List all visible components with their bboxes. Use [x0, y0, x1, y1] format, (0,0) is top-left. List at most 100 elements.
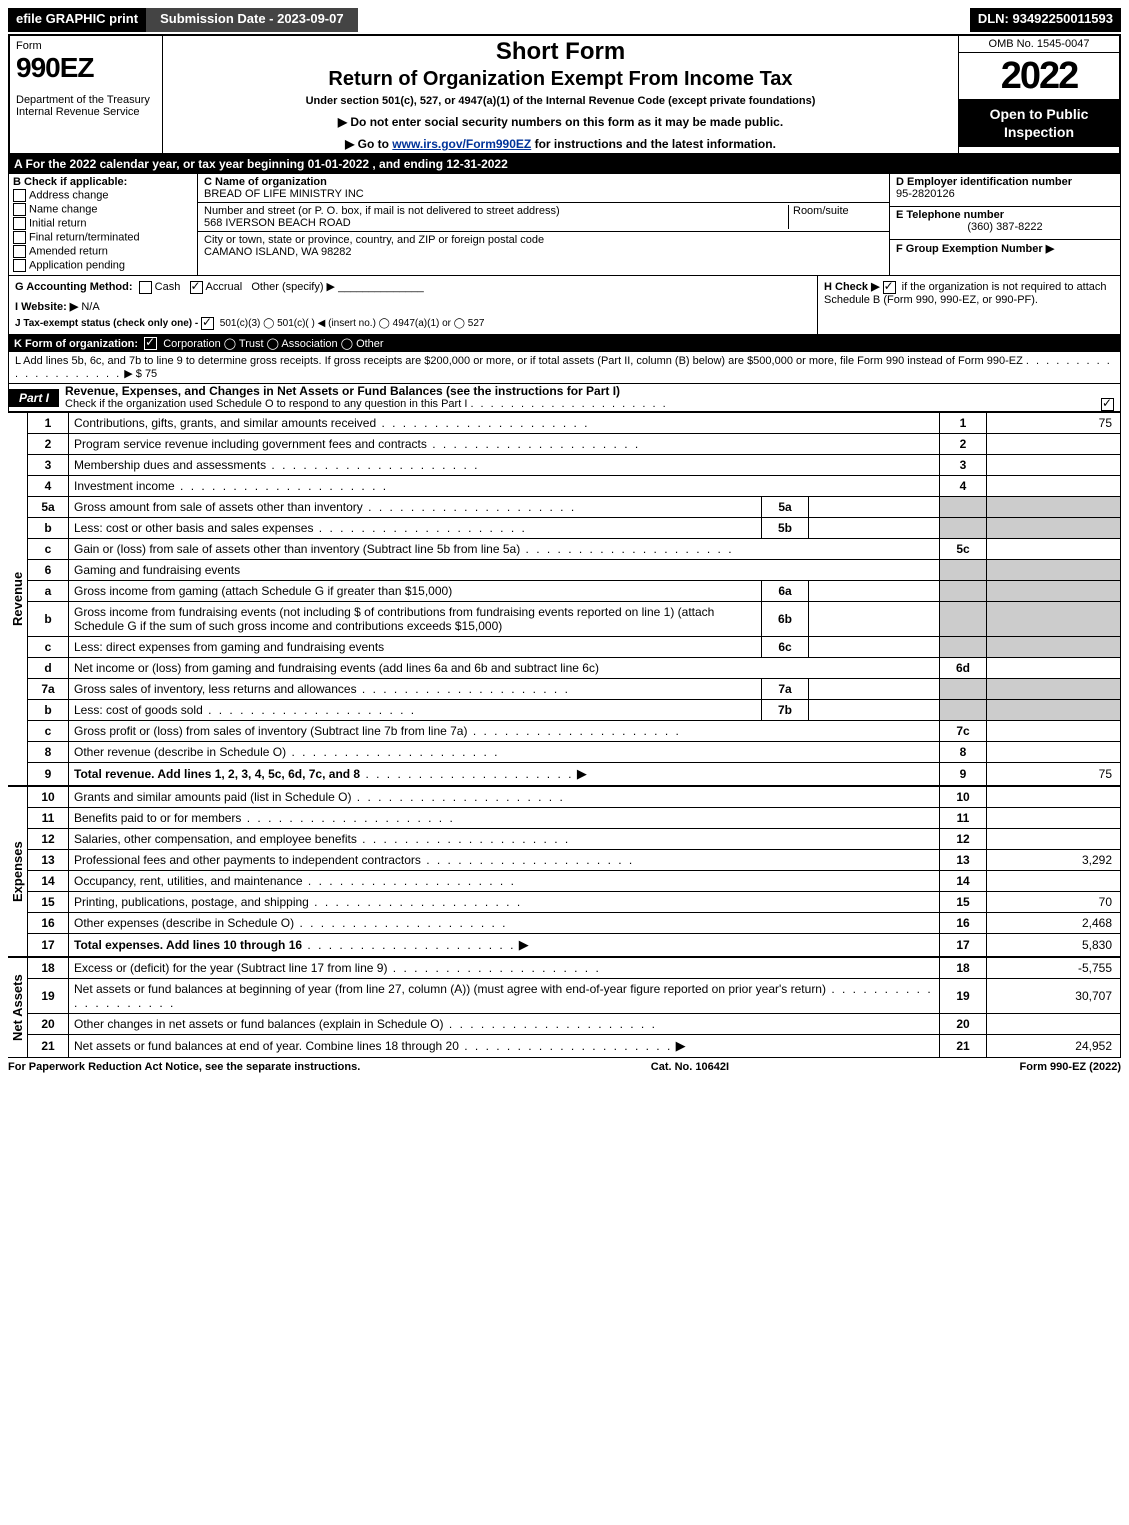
k-corp-check[interactable] — [144, 337, 157, 350]
c-name-block: C Name of organization BREAD OF LIFE MIN… — [198, 174, 889, 203]
i-label: I Website: ▶ — [15, 301, 78, 313]
part1-label: Part I — [9, 389, 59, 407]
h-block: H Check ▶ if the organization is not req… — [817, 276, 1120, 334]
b-opt-initial[interactable]: Initial return — [13, 217, 193, 230]
line-4: 4Investment income4 — [28, 476, 1121, 497]
line-5a: 5aGross amount from sale of assets other… — [28, 497, 1121, 518]
part1-check-row: Check if the organization used Schedule … — [59, 398, 1120, 410]
j-501c3-check[interactable] — [201, 317, 214, 330]
title-return: Return of Organization Exempt From Incom… — [171, 68, 950, 91]
subtitle: Under section 501(c), 527, or 4947(a)(1)… — [171, 95, 950, 107]
revenue-section: Revenue 1Contributions, gifts, grants, a… — [8, 412, 1121, 786]
d-grp-label: F Group Exemption Number ▶ — [896, 242, 1114, 255]
b-opt-amended[interactable]: Amended return — [13, 245, 193, 258]
revenue-table: 1Contributions, gifts, grants, and simil… — [28, 412, 1121, 786]
section-bcdef: B Check if applicable: Address change Na… — [8, 173, 1121, 276]
header-left: Form 990EZ Department of the Treasury In… — [10, 36, 163, 153]
line-9: 9Total revenue. Add lines 1, 2, 3, 4, 5c… — [28, 763, 1121, 786]
line-2: 2Program service revenue including gover… — [28, 434, 1121, 455]
b-opt-final[interactable]: Final return/terminated — [13, 231, 193, 244]
line-21: 21Net assets or fund balances at end of … — [28, 1035, 1121, 1058]
i-website: I Website: ▶ N/A — [15, 300, 811, 313]
line-7a: 7aGross sales of inventory, less returns… — [28, 679, 1121, 700]
expenses-section: Expenses 10Grants and similar amounts pa… — [8, 786, 1121, 957]
netassets-table: 18Excess or (deficit) for the year (Subt… — [28, 957, 1121, 1058]
note-link-post: for instructions and the latest informat… — [535, 137, 776, 151]
part1-check[interactable] — [1101, 398, 1114, 411]
vlabel-revenue: Revenue — [8, 412, 28, 786]
d-ein: 95-2820126 — [896, 188, 1114, 200]
submission-date: Submission Date - 2023-09-07 — [146, 8, 358, 32]
d-tel-block: E Telephone number (360) 387-8222 — [890, 207, 1120, 240]
form-label: Form — [16, 40, 156, 52]
section-l: L Add lines 5b, 6c, and 7b to line 9 to … — [8, 352, 1121, 384]
c-name-label: C Name of organization — [204, 176, 883, 188]
irs-link[interactable]: www.irs.gov/Form990EZ — [392, 137, 531, 151]
dept-line1: Department of the Treasury — [16, 94, 156, 106]
col-c: C Name of organization BREAD OF LIFE MIN… — [198, 174, 890, 275]
h-check[interactable] — [883, 281, 896, 294]
footer-left: For Paperwork Reduction Act Notice, see … — [8, 1061, 360, 1073]
section-k: K Form of organization: Corporation ◯ Tr… — [8, 335, 1121, 353]
b-opt-pending[interactable]: Application pending — [13, 259, 193, 272]
c-city: CAMANO ISLAND, WA 98282 — [204, 246, 883, 258]
j-label: J Tax-exempt status (check only one) - — [15, 318, 198, 329]
c-addr: 568 IVERSON BEACH ROAD — [204, 217, 788, 229]
header-right: OMB No. 1545-0047 2022 Open to Public In… — [958, 36, 1119, 153]
line-11: 11Benefits paid to or for members11 — [28, 808, 1121, 829]
line-7b: bLess: cost of goods sold7b — [28, 700, 1121, 721]
h-label: H Check ▶ — [824, 281, 880, 293]
g-label: G Accounting Method: — [15, 281, 133, 293]
line-6c: cLess: direct expenses from gaming and f… — [28, 637, 1121, 658]
line-6a: aGross income from gaming (attach Schedu… — [28, 581, 1121, 602]
efile-badge: efile GRAPHIC print — [8, 8, 146, 32]
dln: DLN: 93492250011593 — [970, 8, 1121, 32]
c-room-label: Room/suite — [788, 205, 883, 229]
l-text: L Add lines 5b, 6c, and 7b to line 9 to … — [15, 355, 1023, 367]
note-link-pre: ▶ Go to — [345, 137, 392, 151]
line-6d: dNet income or (loss) from gaming and fu… — [28, 658, 1121, 679]
d-ein-label: D Employer identification number — [896, 176, 1114, 188]
section-ghij: G Accounting Method: Cash Accrual Other … — [8, 276, 1121, 335]
form-number: 990EZ — [16, 52, 156, 84]
part1-title: Revenue, Expenses, and Changes in Net As… — [59, 384, 1120, 398]
line-16: 16Other expenses (describe in Schedule O… — [28, 913, 1121, 934]
j-opts: 501(c)(3) ◯ 501(c)( ) ◀ (insert no.) ◯ 4… — [220, 318, 485, 329]
row-a-period: A For the 2022 calendar year, or tax yea… — [8, 155, 1121, 173]
b-opt-name[interactable]: Name change — [13, 203, 193, 216]
omb-number: OMB No. 1545-0047 — [959, 36, 1119, 53]
g-other: Other (specify) ▶ — [251, 281, 335, 293]
line-17: 17Total expenses. Add lines 10 through 1… — [28, 934, 1121, 957]
line-12: 12Salaries, other compensation, and empl… — [28, 829, 1121, 850]
line-14: 14Occupancy, rent, utilities, and mainte… — [28, 871, 1121, 892]
header-center: Short Form Return of Organization Exempt… — [163, 36, 958, 153]
i-value: N/A — [81, 301, 99, 313]
line-7c: cGross profit or (loss) from sales of in… — [28, 721, 1121, 742]
c-name: BREAD OF LIFE MINISTRY INC — [204, 188, 883, 200]
footer-right: Form 990-EZ (2022) — [1020, 1061, 1121, 1073]
c-addr-label: Number and street (or P. O. box, if mail… — [204, 205, 788, 217]
d-tel-label: E Telephone number — [896, 209, 1114, 221]
page-footer: For Paperwork Reduction Act Notice, see … — [8, 1058, 1121, 1073]
g-cash-check[interactable] — [139, 281, 152, 294]
g-accounting: G Accounting Method: Cash Accrual Other … — [9, 276, 817, 334]
line-8: 8Other revenue (describe in Schedule O)8 — [28, 742, 1121, 763]
c-city-label: City or town, state or province, country… — [204, 234, 883, 246]
dept-line2: Internal Revenue Service — [16, 106, 156, 118]
c-city-block: City or town, state or province, country… — [198, 232, 889, 260]
g-accrual-check[interactable] — [190, 281, 203, 294]
b-opt-address[interactable]: Address change — [13, 189, 193, 202]
note-ssn: ▶ Do not enter social security numbers o… — [171, 115, 950, 129]
k-opts: Corporation ◯ Trust ◯ Association ◯ Othe… — [163, 338, 383, 350]
top-bar: efile GRAPHIC print Submission Date - 20… — [8, 8, 1121, 32]
tax-year: 2022 — [959, 53, 1119, 99]
col-d: D Employer identification number 95-2820… — [890, 174, 1120, 275]
line-1: 1Contributions, gifts, grants, and simil… — [28, 413, 1121, 434]
note-link: ▶ Go to www.irs.gov/Form990EZ for instru… — [171, 137, 950, 151]
k-label: K Form of organization: — [14, 338, 138, 350]
line-13: 13Professional fees and other payments t… — [28, 850, 1121, 871]
b-title: B Check if applicable: — [13, 176, 193, 188]
open-to-public: Open to Public Inspection — [959, 99, 1119, 147]
expenses-table: 10Grants and similar amounts paid (list … — [28, 786, 1121, 957]
line-6b: bGross income from fundraising events (n… — [28, 602, 1121, 637]
